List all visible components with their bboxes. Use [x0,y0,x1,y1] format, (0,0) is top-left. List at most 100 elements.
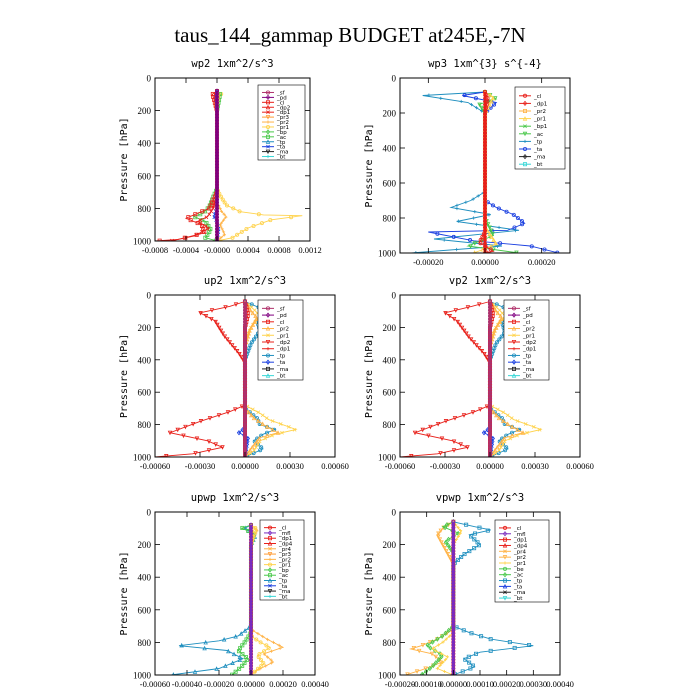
series-marker-dp2 [468,337,474,342]
series-marker-pr2 [509,424,515,429]
series-group [155,298,298,457]
series-marker-ac [427,665,432,672]
series-marker-dp1 [482,193,488,199]
series-marker-dp1 [205,227,210,231]
legend-label: _dp1 [276,110,290,116]
series-marker-mfl [248,560,254,566]
series-marker-pr1 [220,197,225,202]
figure-title: taus_144_gammap BUDGET at245E,-7N [174,23,525,47]
series-marker-pr2 [505,421,510,426]
series-marker-dp2 [461,328,467,334]
series-marker-ac [444,522,450,528]
series-marker-pd [214,185,220,191]
series-marker-pr1 [435,666,439,671]
series-marker-dp2 [439,436,445,442]
legend-marker [265,373,271,378]
series-marker-pr2 [439,540,444,545]
series-marker-dp1 [482,227,488,234]
series-marker-dp2 [183,424,188,430]
legend: _cl_dp1 _pr2 _pr1_bp1 _ac_tp _ta _ma_bt [514,86,566,170]
y-tick-label: 600 [138,171,152,181]
series-marker-dp1 [482,190,488,196]
series-marker-pr1 [256,655,261,660]
legend-marker [265,90,270,95]
y-tick-label: 0 [392,291,397,301]
x-tick-label: 0.00010 [466,679,494,689]
series-marker-pd [214,117,220,124]
series-marker-tp [221,636,227,642]
series-marker-mfl [248,630,254,637]
series-marker-pr2 [250,310,256,316]
series-marker-tp [249,302,254,307]
legend-marker [266,347,270,351]
series-marker-pr2 [491,409,496,415]
series-marker-pr2 [494,412,499,418]
series-marker-mfl [451,533,456,540]
series-marker-dp2 [222,334,228,339]
series-marker-cl [207,206,212,211]
series-marker-ac [446,627,451,633]
legend-marker [523,146,528,151]
series-marker-pr2 [261,634,265,639]
series-marker-mfl [451,648,456,654]
y-tick-label: 1000 [133,237,152,247]
y-tick-label: 600 [138,605,152,615]
legend-label: _cl [276,100,285,106]
legend-marker [511,359,517,365]
series-marker-pr2 [501,418,506,424]
legend-label: _dp1 [513,538,527,544]
series-marker-pr2 [515,427,520,432]
series-marker-dp2 [198,419,204,424]
series-marker-dp1 [482,130,488,136]
series-marker-pr1 [438,663,442,668]
series-marker-mfl [248,598,254,604]
series-marker-mfl [451,651,456,657]
series-marker-dp2 [238,354,244,360]
series-marker-mfl [451,557,456,563]
legend-label: _dp4 [513,543,528,549]
legend-marker [265,104,271,110]
series-marker-pd [214,217,220,223]
legend-label: _ta [276,145,285,151]
series-marker-ta [435,231,440,236]
legend-marker [523,162,528,167]
series-marker-tp [472,537,477,542]
series-marker-tp [473,531,478,536]
series-marker-ta [515,215,520,220]
panel-4: vp2 1xm^2/s^3 0 200 400 600 800 1000-0.00060 -0… [364,275,594,471]
series-marker-pr2 [248,307,253,313]
series-marker-pr2 [493,307,498,313]
series-marker-pr1 [441,661,445,665]
series-marker-dp2 [428,424,433,430]
series-marker-ac [433,659,439,666]
x-tick-label: 0.00030 [521,461,549,471]
legend: _cl_mfl_dp1_dp4_pr4_pr3_pr2_pr1_bp_ac_tp… [259,519,305,600]
series-marker-mfl [451,645,456,651]
series-marker-mfl [451,527,456,534]
x-tick-label: -0.00030 [185,461,215,471]
series-marker-tp [439,96,443,100]
series-marker-tp [230,660,235,665]
series-marker-pd [214,150,220,156]
x-tick-label: 0.00040 [546,679,574,689]
legend-label: _bt [533,162,543,168]
y-axis-label: Pressure [hPa] [119,117,130,201]
x-tick-label: -0.0004 [173,245,200,255]
series-marker-pr2 [254,438,260,444]
series-marker-mfl [248,604,254,610]
series-marker-dp1 [482,250,488,253]
series-marker-ta [520,222,525,227]
series-marker-dp2 [234,349,240,354]
series-marker-pr1 [218,194,223,199]
legend-label: _bt [276,374,286,380]
y-tick-label: 400 [383,573,397,583]
series-marker-pd [214,238,220,241]
y-tick-label: 800 [383,638,397,648]
series-marker-dp2 [435,421,441,427]
series-marker-pr2 [275,430,281,435]
series-marker-pd [214,126,220,132]
series-marker-mfl [451,659,456,666]
series-marker-pr2 [264,433,270,438]
x-tick-label: 0.00030 [520,679,548,689]
series-marker-pr1 [270,419,275,423]
